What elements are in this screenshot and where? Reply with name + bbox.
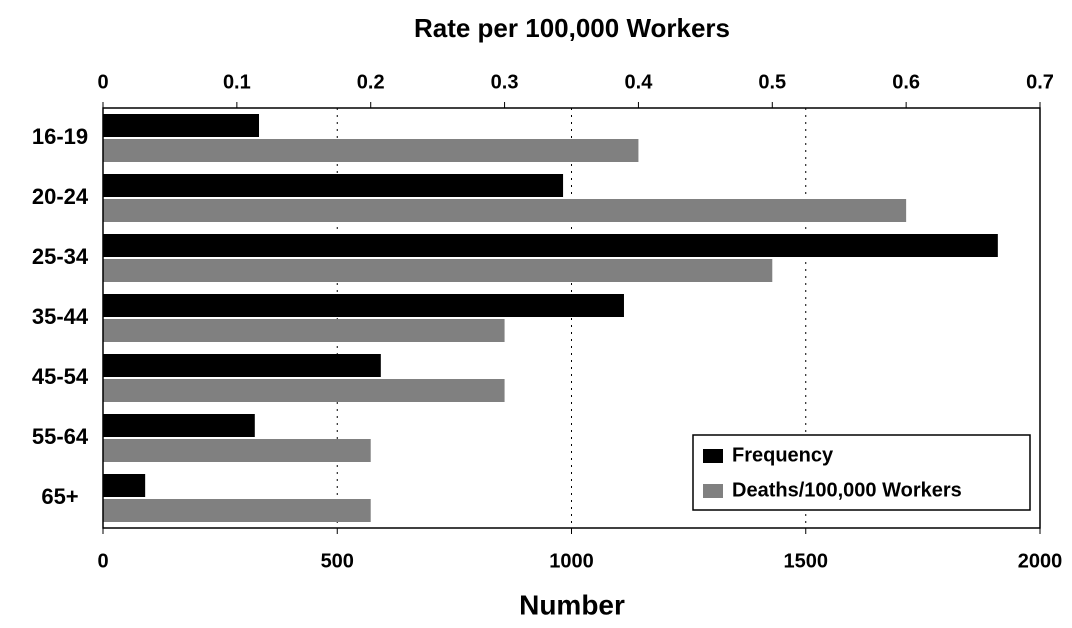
bar	[103, 199, 907, 222]
x2-tick-label: 0.2	[357, 71, 385, 93]
legend-label: Deaths/100,000 Workers	[732, 479, 962, 501]
bar	[103, 259, 773, 282]
bar	[103, 234, 998, 257]
bar	[103, 474, 146, 497]
y-tick-label: 20-24	[32, 184, 89, 209]
x2-tick-label: 0.5	[758, 71, 786, 93]
y-tick-label: 35-44	[32, 304, 89, 329]
x-tick-label: 2000	[1018, 550, 1063, 572]
x2-tick-label: 0.3	[491, 71, 519, 93]
bar	[103, 139, 639, 162]
x2-tick-label: 0.4	[625, 71, 654, 93]
bar	[103, 439, 371, 462]
y-tick-label: 65+	[41, 484, 78, 509]
y-tick-label: 16-19	[32, 124, 88, 149]
bar	[103, 174, 564, 197]
bar	[103, 379, 505, 402]
x-axis-label: Number	[519, 589, 625, 620]
legend-swatch	[703, 449, 723, 463]
x-tick-label: 500	[321, 550, 354, 572]
x2-tick-label: 0.7	[1026, 71, 1054, 93]
legend	[692, 434, 1031, 511]
x2-tick-label: 0.1	[223, 71, 251, 93]
bar	[103, 414, 255, 437]
x-tick-label: 0	[97, 550, 108, 572]
y-tick-label: 45-54	[32, 364, 89, 389]
x-tick-label: 1000	[549, 550, 594, 572]
chart-title: Rate per 100,000 Workers	[414, 13, 730, 43]
y-tick-label: 25-34	[32, 244, 89, 269]
x2-tick-label: 0	[97, 71, 108, 93]
bar	[103, 354, 381, 377]
y-tick-label: 55-64	[32, 424, 89, 449]
bar	[103, 319, 505, 342]
x2-tick-label: 0.6	[892, 71, 920, 93]
x-tick-label: 1500	[784, 550, 829, 572]
bar	[103, 114, 260, 137]
legend-label: Frequency	[732, 444, 834, 466]
legend-swatch	[703, 484, 723, 498]
bar	[103, 499, 371, 522]
bar	[103, 294, 624, 317]
plot-frame	[102, 107, 1041, 529]
